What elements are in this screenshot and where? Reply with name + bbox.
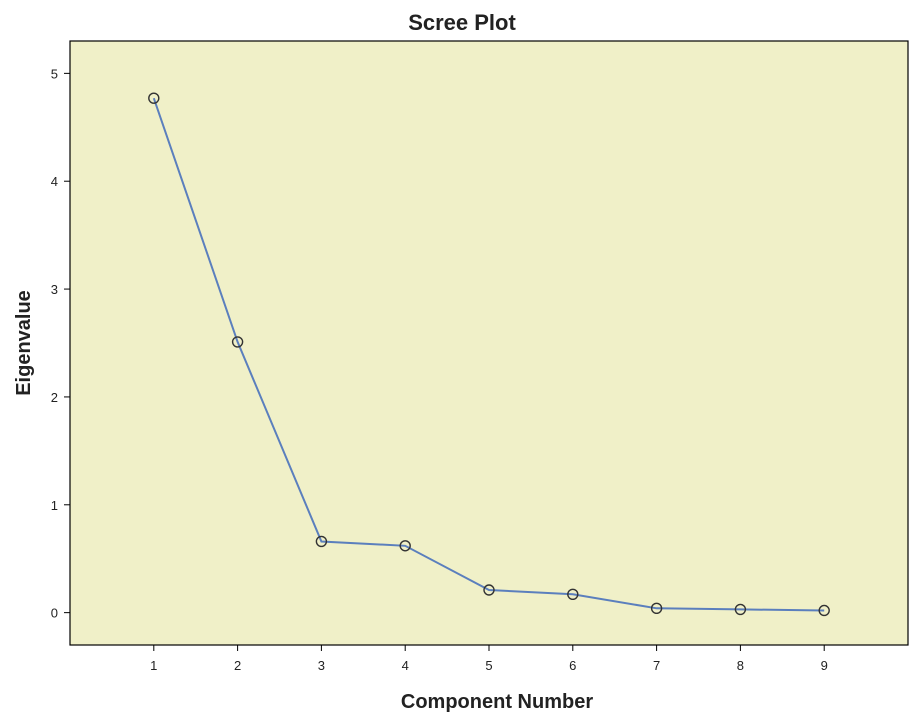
series-line (152, 97, 825, 612)
y-tick-label: 1 (51, 498, 58, 513)
data-point-7 (650, 602, 663, 615)
data-point-6 (567, 588, 579, 601)
x-tick-label: 4 (402, 658, 409, 673)
y-tick-label: 4 (51, 174, 58, 189)
chart-title: Scree Plot (408, 10, 516, 35)
y-axis-label: Eigenvalue (13, 290, 35, 396)
series-points (148, 92, 830, 617)
y-tick-label: 5 (51, 66, 58, 81)
data-point-8 (734, 603, 747, 616)
data-point-9 (818, 604, 830, 617)
y-tick-label: 0 (51, 606, 58, 621)
x-tick-label: 2 (234, 658, 241, 673)
y-axis-ticks: 0 1 2 3 4 5 (51, 66, 70, 621)
x-tick-label: 3 (318, 658, 325, 673)
x-tick-label: 5 (485, 658, 492, 673)
x-tick-label: 8 (737, 658, 744, 673)
data-point-3 (315, 535, 328, 548)
x-tick-label: 7 (653, 658, 660, 673)
data-point-1 (148, 92, 160, 104)
data-point-2 (231, 336, 244, 348)
data-point-4 (399, 540, 411, 552)
x-tick-label: 1 (150, 658, 157, 673)
x-tick-label: 6 (569, 658, 576, 673)
data-point-5 (483, 584, 495, 596)
plot-area (69, 40, 909, 646)
y-tick-label: 3 (51, 282, 58, 297)
x-tick-label: 9 (821, 658, 828, 673)
x-axis-label: Component Number (401, 691, 593, 713)
y-tick-label: 2 (51, 390, 58, 405)
x-axis-ticks: 1 2 3 4 5 6 7 8 9 (150, 645, 828, 673)
